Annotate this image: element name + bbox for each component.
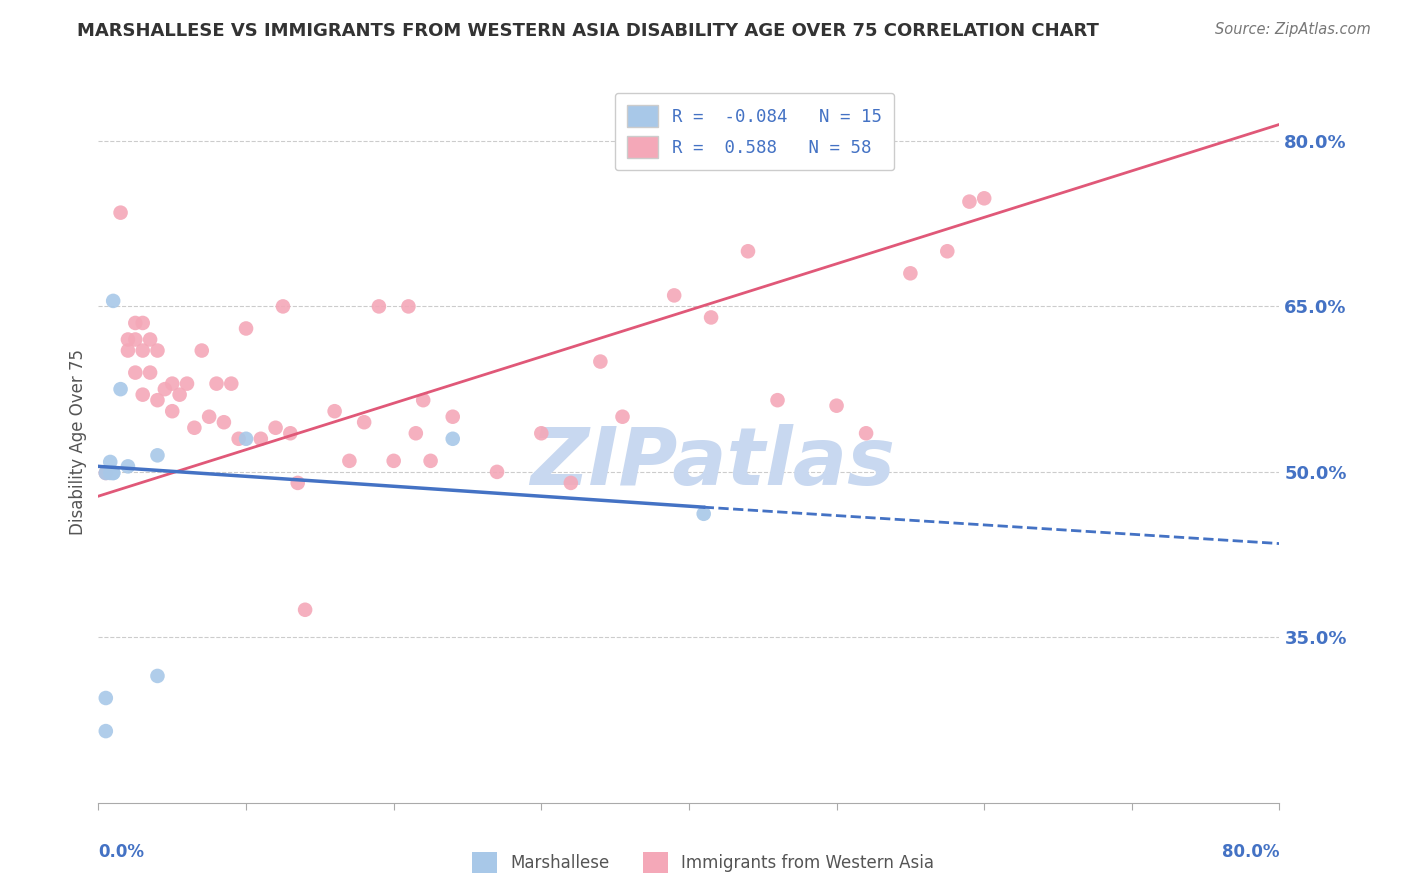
Point <box>117 343 139 358</box>
Point <box>294 603 316 617</box>
Point <box>959 194 981 209</box>
Point <box>146 669 169 683</box>
Point <box>900 266 922 280</box>
Point <box>176 376 198 391</box>
Point <box>124 366 146 380</box>
Point <box>183 421 205 435</box>
Point <box>419 454 441 468</box>
Point <box>235 432 257 446</box>
Point <box>441 409 464 424</box>
Point <box>98 455 121 469</box>
Point <box>825 399 848 413</box>
Text: 80.0%: 80.0% <box>1222 843 1279 861</box>
Point <box>205 376 228 391</box>
Point <box>103 466 125 480</box>
Point <box>98 466 121 480</box>
Point <box>264 421 287 435</box>
Point <box>117 333 139 347</box>
Point <box>530 426 553 441</box>
Point <box>146 448 169 462</box>
Point <box>221 376 243 391</box>
Text: 0.0%: 0.0% <box>98 843 145 861</box>
Point <box>94 691 117 706</box>
Point <box>94 466 117 480</box>
Point <box>612 409 634 424</box>
Point <box>589 354 612 368</box>
Point <box>323 404 346 418</box>
Point <box>664 288 686 302</box>
Point <box>405 426 427 441</box>
Point <box>235 321 257 335</box>
Point <box>441 432 464 446</box>
Point <box>973 191 995 205</box>
Point <box>412 393 434 408</box>
Point <box>382 454 405 468</box>
Point <box>936 244 959 259</box>
Point <box>153 382 176 396</box>
Legend: Marshallese, Immigrants from Western Asia: Marshallese, Immigrants from Western Asi… <box>465 846 941 880</box>
Point <box>110 205 132 219</box>
Point <box>162 376 183 391</box>
Point <box>228 432 250 446</box>
Point <box>124 316 146 330</box>
Point <box>368 300 391 314</box>
Point <box>766 393 789 408</box>
Point <box>139 333 162 347</box>
Text: MARSHALLESE VS IMMIGRANTS FROM WESTERN ASIA DISABILITY AGE OVER 75 CORRELATION C: MARSHALLESE VS IMMIGRANTS FROM WESTERN A… <box>77 22 1099 40</box>
Point <box>250 432 273 446</box>
Point <box>212 415 235 429</box>
Point <box>700 310 723 325</box>
Point <box>486 465 509 479</box>
Point <box>117 459 139 474</box>
Point <box>398 300 420 314</box>
Point <box>132 387 155 401</box>
Point <box>737 244 759 259</box>
Point <box>855 426 877 441</box>
Point <box>103 466 125 480</box>
Point <box>339 454 361 468</box>
Point <box>146 393 169 408</box>
Point <box>103 293 125 308</box>
Point <box>132 316 155 330</box>
Point <box>287 475 309 490</box>
Point <box>693 507 716 521</box>
Point <box>94 466 117 480</box>
Point <box>169 387 191 401</box>
Point <box>280 426 302 441</box>
Point <box>560 475 582 490</box>
Point <box>162 404 183 418</box>
Point <box>139 366 162 380</box>
Point <box>132 343 155 358</box>
Point <box>94 724 117 739</box>
Point <box>353 415 375 429</box>
Point <box>124 333 146 347</box>
Point <box>110 382 132 396</box>
Point <box>146 343 169 358</box>
Y-axis label: Disability Age Over 75: Disability Age Over 75 <box>69 349 87 534</box>
Point <box>191 343 214 358</box>
Text: Source: ZipAtlas.com: Source: ZipAtlas.com <box>1215 22 1371 37</box>
Point <box>271 300 294 314</box>
Legend: R =  -0.084   N = 15, R =  0.588   N = 58: R = -0.084 N = 15, R = 0.588 N = 58 <box>614 93 894 170</box>
Text: ZIPatlas: ZIPatlas <box>530 425 896 502</box>
Point <box>198 409 221 424</box>
